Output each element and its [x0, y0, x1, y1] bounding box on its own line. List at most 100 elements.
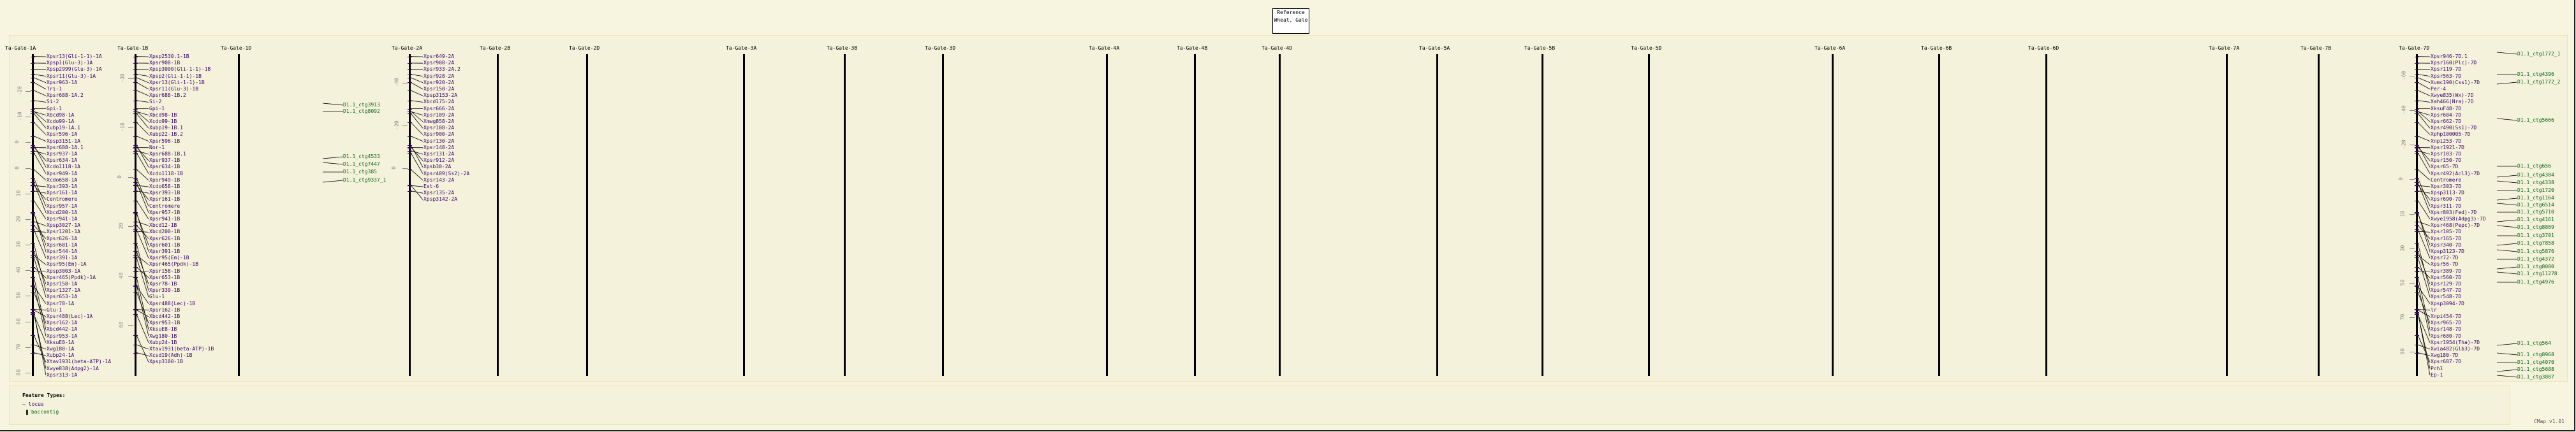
locus-label[interactable]: Xpsp2(Gli-1-1)-1B: [149, 73, 202, 79]
locus-label[interactable]: Xpsr601-1B: [149, 241, 180, 248]
locus-label[interactable]: Glu-1: [47, 306, 63, 313]
locus-label[interactable]: Xpsr105-7D: [2431, 229, 2462, 235]
locus-label[interactable]: Xtav1931(beta-ATP)-1B: [149, 346, 214, 352]
locus-label[interactable]: Xpsr143-2A: [423, 176, 455, 183]
locus-label[interactable]: Xpsr687-7D: [2431, 359, 2462, 365]
locus-label[interactable]: Pch1: [2431, 365, 2443, 371]
locus-label[interactable]: Xpsr920-2A: [423, 79, 455, 85]
locus-label[interactable]: Xtav1931(beta-ATP)-1A: [47, 359, 112, 365]
locus-label[interactable]: Xubp22-1B.2: [149, 131, 183, 138]
locus-label[interactable]: Xpsr311-7D: [2431, 203, 2462, 209]
chromosome-bar[interactable]: [1194, 54, 1196, 376]
locus-label[interactable]: Xpsr78-1A: [47, 300, 75, 306]
chromosome-bar[interactable]: [32, 54, 34, 376]
locus-label[interactable]: Xpsp2999(Glu-3)-1A: [47, 66, 102, 73]
locus-label[interactable]: Xpsr933-2A.2: [423, 66, 460, 73]
locus-label[interactable]: Xpsr130-2A: [423, 138, 455, 144]
locus-label[interactable]: Xpsr688-1B.1: [149, 151, 186, 157]
map-title[interactable]: Ta-Gale-3B: [827, 45, 858, 51]
locus-label[interactable]: Xpsr108-2A: [423, 125, 455, 131]
locus-label[interactable]: Xubp19-1B.1: [149, 125, 183, 131]
locus-label[interactable]: Xpsp3100-1B: [149, 359, 183, 365]
locus-label[interactable]: Xpsp3142-2A: [423, 196, 457, 203]
locus-label[interactable]: Xpsr900-2A: [423, 131, 455, 138]
locus-label[interactable]: Xpsr490(Ss1)-7D: [2431, 125, 2477, 131]
locus-label[interactable]: Xpsr953-1B: [149, 320, 180, 326]
locus-label[interactable]: Gpi-1: [149, 105, 165, 112]
baccontig-label[interactable]: D1.1_ctg3701: [2517, 233, 2554, 238]
locus-label[interactable]: Xpsr544-1A: [47, 248, 78, 254]
locus-label[interactable]: Xbcd98-1A: [47, 112, 75, 118]
locus-label[interactable]: Xpsr131-2A: [423, 151, 455, 157]
map-title[interactable]: Ta-Gale-4A: [1089, 45, 1120, 51]
baccontig-label[interactable]: D1.1_ctg8092: [343, 108, 380, 114]
locus-label[interactable]: Xpsr303-7D: [2431, 184, 2462, 189]
locus-label[interactable]: Xumc190(Css1)-7D: [2431, 79, 2480, 85]
locus-label[interactable]: Xpsr161-1B: [149, 196, 180, 203]
locus-label[interactable]: Xpsr946-7D.1: [2431, 54, 2468, 59]
locus-label[interactable]: Xpsr11(Glu-3)-1A: [47, 73, 96, 79]
chromosome-bar[interactable]: [2416, 54, 2418, 376]
locus-label[interactable]: Xpsr165-7D: [2431, 235, 2462, 241]
locus-label[interactable]: Xpsr135-2A: [423, 190, 455, 196]
baccontig-label[interactable]: D1.1_ctg4161: [2517, 217, 2554, 222]
map-title[interactable]: Ta-Gale-1A: [5, 45, 36, 51]
baccontig-label[interactable]: D1.1_ctg3807: [2517, 374, 2554, 380]
locus-label[interactable]: Xpsp3153-2A: [423, 92, 457, 99]
locus-label[interactable]: Xcdo658-1A: [47, 176, 78, 183]
baccontig-label[interactable]: D1.1_ctg4338: [2517, 180, 2554, 185]
locus-label[interactable]: Xpsr965-7D: [2431, 320, 2462, 326]
map-title[interactable]: Ta-Gale-4D: [1262, 45, 1293, 51]
locus-label[interactable]: Xpsr489(Ss2)-2A: [423, 170, 470, 176]
baccontig-label[interactable]: D1.1_ctg385: [343, 169, 377, 175]
chromosome-bar[interactable]: [409, 54, 411, 376]
baccontig-label[interactable]: D1.1_ctg564: [2517, 340, 2551, 346]
locus-label[interactable]: Xpsr688-1B.2: [149, 92, 186, 99]
locus-label[interactable]: Xpsr949-1B: [149, 176, 180, 183]
locus-label[interactable]: Xpsr634-1B: [149, 164, 180, 170]
locus-label[interactable]: Xpsr596-1A: [47, 131, 78, 138]
baccontig-label[interactable]: D1.1_ctg4070: [2517, 359, 2554, 365]
map-title[interactable]: Ta-Gale-5A: [1419, 45, 1450, 51]
locus-label[interactable]: Est-6: [423, 184, 439, 189]
locus-label[interactable]: Xpsr103-7D: [2431, 151, 2462, 157]
locus-label[interactable]: Xpsp3000(Gli-1-1)-1B: [149, 66, 211, 73]
locus-label[interactable]: Xpsr626-1B: [149, 235, 180, 241]
baccontig-label[interactable]: D1.1_ctg4372: [2517, 256, 2554, 262]
map-title[interactable]: Ta-Gale-6D: [2028, 45, 2059, 51]
locus-label[interactable]: Xpsr941-1B: [149, 216, 180, 222]
map-title[interactable]: Ta-Gale-7D: [2399, 45, 2430, 51]
locus-label[interactable]: Xpsr666-2A: [423, 105, 455, 112]
locus-label[interactable]: Xubp24-1B: [149, 339, 177, 345]
locus-label[interactable]: Xpsr548-7D: [2431, 294, 2462, 300]
locus-label[interactable]: Xpsr468(Pepc)-7D: [2431, 222, 2480, 229]
map-title[interactable]: Ta-Gale-5D: [1631, 45, 1662, 51]
locus-label[interactable]: Xphp100005-7D: [2431, 131, 2471, 138]
chromosome-bar[interactable]: [1106, 54, 1108, 376]
locus-label[interactable]: Xpsr688-1A.2: [47, 92, 84, 99]
locus-label[interactable]: Xcdo658-1B: [149, 184, 180, 189]
locus-label[interactable]: Xpsr488(Lec)-1B: [149, 300, 196, 306]
locus-label[interactable]: Ep-1: [2431, 371, 2443, 378]
locus-label[interactable]: Centromere: [149, 203, 180, 209]
locus-label[interactable]: Xpsr912-2A: [423, 157, 455, 164]
chromosome-bar[interactable]: [1436, 54, 1438, 376]
locus-label[interactable]: Xpsr158-1B: [149, 268, 180, 274]
locus-label[interactable]: Xwia482(Glb3)-7D: [2431, 346, 2480, 352]
map-title[interactable]: Ta-Gale-3D: [925, 45, 956, 51]
locus-label[interactable]: XksuF48-7D: [2431, 105, 2462, 112]
locus-label[interactable]: Xpsr908-1B: [149, 60, 180, 66]
locus-label[interactable]: Xpsr78-1B: [149, 281, 177, 287]
locus-label[interactable]: Xpsr95(Em)-1B: [149, 255, 189, 261]
chromosome-bar[interactable]: [844, 54, 846, 376]
chromosome-bar[interactable]: [497, 54, 499, 376]
locus-label[interactable]: Xbcd200-1A: [47, 209, 78, 215]
locus-label[interactable]: Xpsr560-7D: [2431, 274, 2462, 280]
locus-label[interactable]: Xpsr488(Lec)-1A: [47, 313, 93, 319]
locus-label[interactable]: Xpsr465(Ppdk)-1A: [47, 274, 96, 280]
locus-label[interactable]: Xpsr391-1B: [149, 248, 180, 254]
chromosome-bar[interactable]: [2045, 54, 2047, 376]
locus-label[interactable]: Xpsr150-7D: [2431, 157, 2462, 164]
locus-label[interactable]: Xpsr662-7D: [2431, 119, 2462, 124]
locus-label[interactable]: Xcdo1118-1B: [149, 170, 183, 176]
